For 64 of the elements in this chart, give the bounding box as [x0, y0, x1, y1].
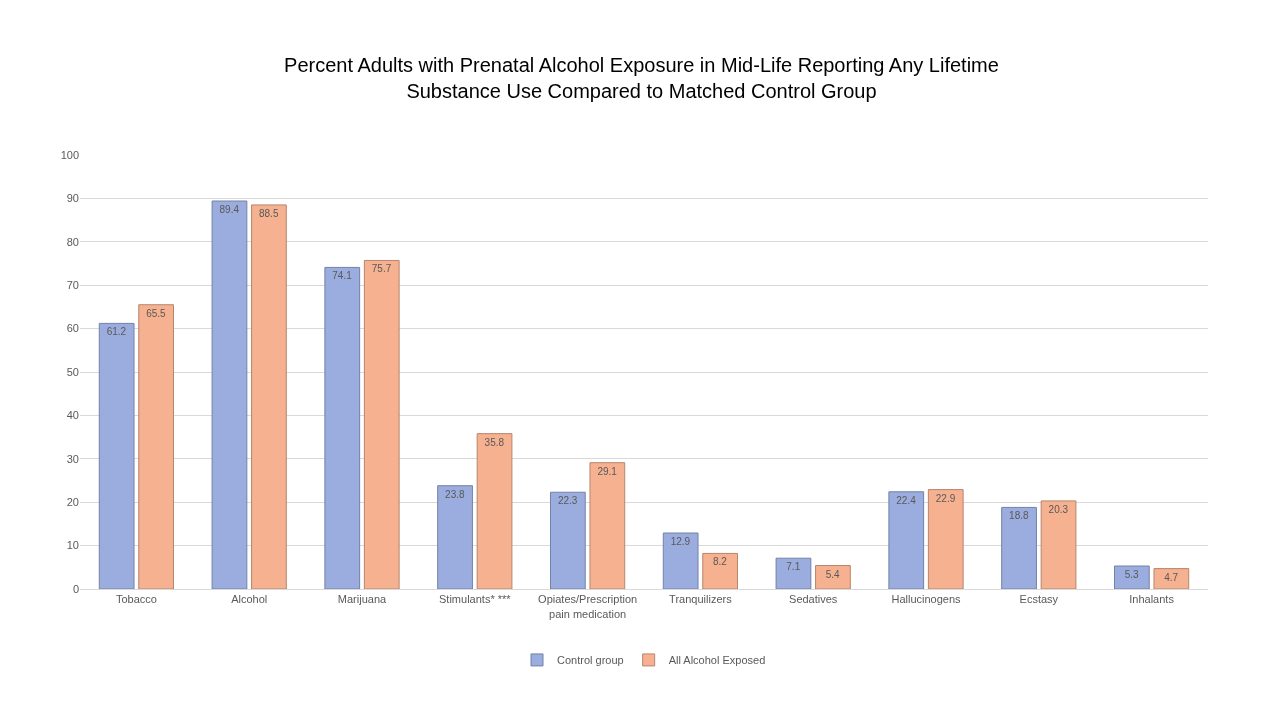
- x-tick-label: Inhalants: [1129, 593, 1175, 606]
- data-label: 35.8: [484, 436, 505, 448]
- data-label: 89.4: [219, 204, 240, 215]
- y-tick-label: 60: [66, 322, 79, 335]
- data-label: 74.1: [332, 270, 353, 282]
- x-tick-label: Sedatives: [789, 593, 838, 606]
- data-label: 22.3: [557, 495, 578, 507]
- x-tick-label: Tranquilizers: [669, 593, 733, 606]
- bar: [815, 565, 851, 589]
- bar: [211, 200, 248, 589]
- data-label: 7.1: [786, 561, 801, 573]
- data-label: 5.4: [825, 568, 841, 580]
- data-label: 20.3: [1048, 503, 1069, 515]
- data-label: 29.1: [597, 465, 618, 477]
- bar: [138, 304, 175, 589]
- x-tick-label: Marijuana: [337, 593, 388, 606]
- data-label: 75.7: [371, 263, 392, 275]
- bar: [1001, 506, 1037, 589]
- bar: [927, 489, 964, 589]
- y-tick-label: 10: [66, 539, 79, 552]
- y-tick-label: 100: [60, 148, 79, 161]
- x-tick-label: Tobacco: [115, 593, 157, 606]
- x-tick-label: Opiates/Prescription pain medication: [538, 593, 638, 620]
- y-tick-label: 90: [66, 192, 79, 205]
- bar: [888, 491, 925, 589]
- x-tick-label: Alcohol: [231, 593, 268, 606]
- y-tick-label: 50: [66, 365, 79, 378]
- bar: [98, 322, 135, 589]
- y-tick-label: 30: [66, 452, 79, 465]
- bar: [702, 552, 739, 589]
- data-label: 88.5: [258, 207, 279, 219]
- legend-label: Control group: [557, 654, 624, 667]
- bar: [1153, 568, 1190, 589]
- bar: [251, 204, 287, 589]
- bar: [363, 259, 400, 589]
- bar: [1113, 565, 1150, 589]
- data-label: 8.2: [712, 556, 728, 568]
- data-label: 18.8: [1009, 510, 1030, 522]
- data-label: 4.7: [1164, 571, 1179, 583]
- y-tick-label: 20: [66, 496, 79, 509]
- bar: [589, 462, 626, 589]
- data-label: 12.9: [670, 536, 691, 548]
- data-label: 65.5: [146, 307, 167, 319]
- data-label: 22.9: [935, 492, 956, 504]
- bar: [476, 433, 513, 589]
- bar: [1040, 500, 1077, 589]
- y-tick-label: 0: [72, 582, 79, 595]
- bar: [324, 266, 361, 589]
- data-label: 23.8: [445, 488, 466, 500]
- bar: [549, 491, 586, 589]
- legend-label: All Alcohol Exposed: [668, 654, 766, 667]
- y-tick-label: 70: [66, 279, 79, 292]
- x-tick-label: Hallucinogens: [891, 593, 962, 606]
- x-tick-label: Ecstasy: [1019, 593, 1059, 606]
- x-tick-label: Stimulants* ***: [439, 593, 512, 606]
- data-label: 61.2: [106, 326, 127, 338]
- chart-title: Percent Adults with Prenatal Alcohol Exposure in Mid-Life Reporting Any Lifetime Substance Use Compared to Matched Control Group: [284, 53, 999, 102]
- bar: [662, 532, 699, 589]
- bar: [437, 485, 473, 589]
- data-label: 22.4: [896, 494, 917, 506]
- bar: [775, 557, 812, 589]
- y-tick-label: 40: [66, 409, 79, 422]
- y-tick-label: 80: [66, 235, 79, 248]
- data-label: 5.3: [1124, 569, 1140, 580]
